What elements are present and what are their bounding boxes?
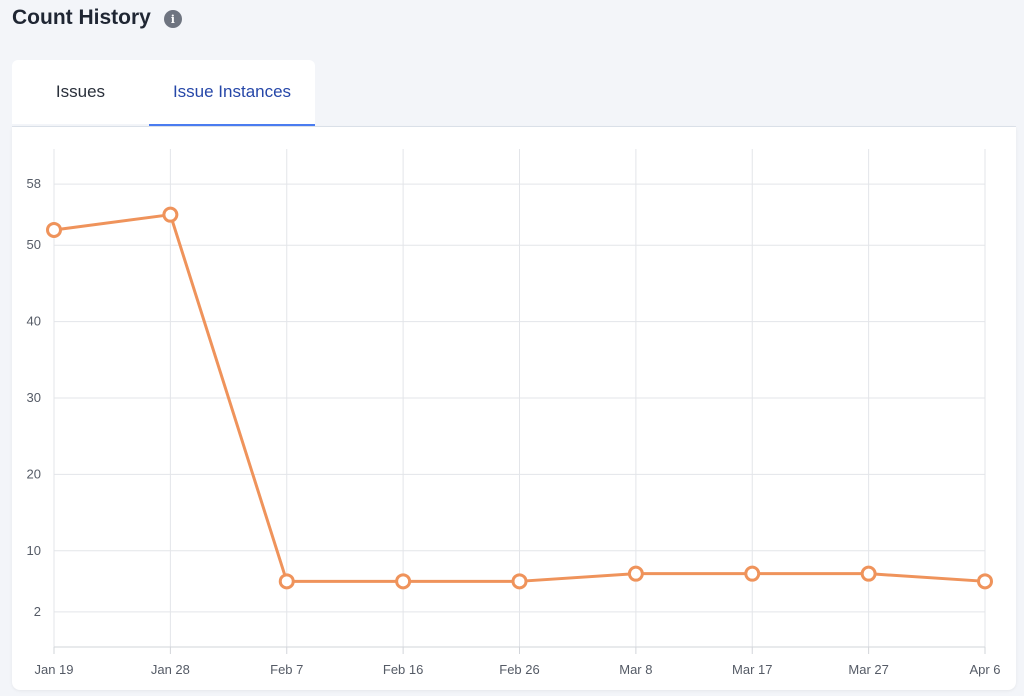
y-tick-label: 2 xyxy=(34,604,41,619)
tab-issue-instances[interactable]: Issue Instances xyxy=(149,60,315,126)
y-tick-label: 30 xyxy=(27,390,41,405)
count-history-chart: Jan 19 Jan 28 Feb 7 Feb 16 Feb 26 Mar 8 Mar 17… xyxy=(27,149,1001,677)
x-tick-label: Feb 7 xyxy=(270,662,303,677)
data-point xyxy=(46,221,62,238)
header: Count History i xyxy=(12,6,182,30)
data-point xyxy=(395,573,412,590)
y-tick-label: 58 xyxy=(27,176,41,191)
tab-issues[interactable]: Issues xyxy=(12,60,149,124)
chart-card: Jan 19 Jan 28 Feb 7 Feb 16 Feb 26 Mar 8 Mar 17… xyxy=(12,127,1016,690)
x-tick-label: Feb 26 xyxy=(499,662,539,677)
tab-bar: Issues Issue Instances xyxy=(12,60,1016,127)
x-tick-label: Apr 6 xyxy=(969,662,1000,677)
x-tick-label: Jan 28 xyxy=(151,662,190,677)
series-layer xyxy=(46,206,993,590)
y-tick-label: 10 xyxy=(27,543,41,558)
data-point xyxy=(744,565,761,582)
x-tick-label: Jan 19 xyxy=(34,662,73,677)
data-point xyxy=(860,565,877,582)
y-tick-label: 40 xyxy=(27,314,41,329)
data-point xyxy=(977,573,993,590)
grid-layer xyxy=(53,149,986,647)
data-point xyxy=(511,573,528,590)
data-point xyxy=(278,573,295,590)
y-tick-label: 50 xyxy=(27,237,41,252)
data-point xyxy=(627,565,644,582)
axis-layer: Jan 19 Jan 28 Feb 7 Feb 16 Feb 26 Mar 8 Mar 17… xyxy=(27,176,1001,677)
x-tick-label: Feb 16 xyxy=(383,662,423,677)
x-tick-label: Mar 27 xyxy=(848,662,888,677)
data-point xyxy=(162,206,179,223)
y-tick-label: 20 xyxy=(27,466,41,481)
x-tick-label: Mar 8 xyxy=(619,662,652,677)
page-title: Count History xyxy=(12,6,151,29)
x-tick-label: Mar 17 xyxy=(732,662,772,677)
info-icon[interactable]: i xyxy=(163,10,182,28)
